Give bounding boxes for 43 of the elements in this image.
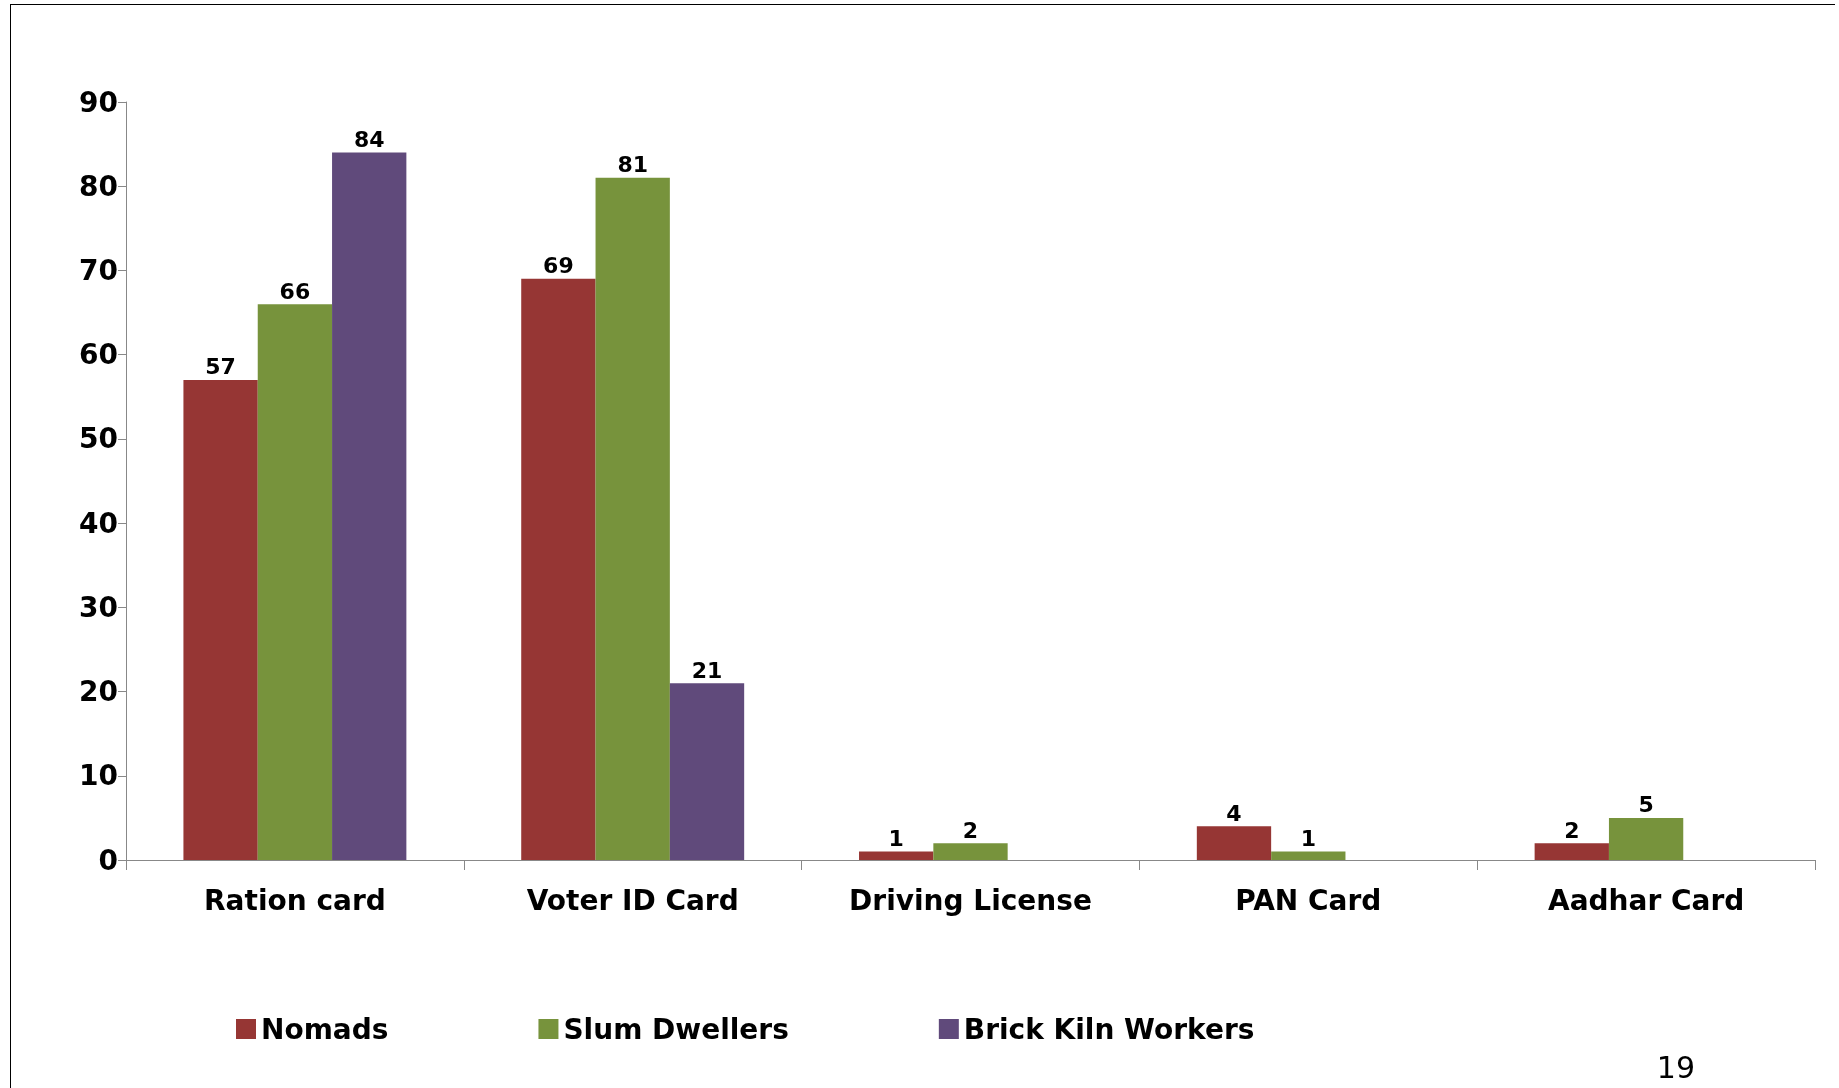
data-label: 2 (962, 817, 979, 843)
legend-label: Slum Dwellers (563, 1012, 789, 1046)
y-tick-label: 30 (79, 590, 118, 624)
bar (1534, 843, 1609, 860)
text: 19 (1656, 1049, 1696, 1085)
y-tick-label: 20 (79, 675, 118, 709)
legend-label: Nomads (261, 1012, 389, 1046)
y-tick-label: 60 (79, 338, 118, 372)
bar (1271, 851, 1346, 860)
bar (859, 851, 934, 860)
y-tick-label: 0 (98, 843, 118, 877)
y-tick-label: 70 (79, 253, 118, 287)
y-tick-label: 40 (79, 506, 118, 540)
bar (521, 278, 596, 860)
data-label: 4 (1226, 800, 1242, 826)
data-label: 69 (543, 253, 574, 279)
x-tick-label: Driving License (849, 883, 1092, 917)
y-tick-label: 10 (79, 759, 118, 793)
bar (1608, 817, 1684, 860)
data-label: 1 (1300, 826, 1316, 852)
x-tick-label: PAN Card (1235, 883, 1382, 917)
bar (257, 304, 333, 860)
data-label: 1 (888, 826, 904, 852)
data-label: 5 (1638, 792, 1654, 818)
bar (332, 152, 407, 860)
data-label: 2 (1564, 817, 1580, 843)
y-tick-label: 90 (79, 85, 118, 119)
x-tick-label: Ration card (204, 883, 386, 917)
bar (1196, 826, 1272, 860)
bar (669, 683, 745, 860)
y-tick-label: 50 (79, 422, 118, 456)
data-label: 81 (617, 152, 649, 178)
data-label: 84 (353, 127, 385, 153)
bar (933, 843, 1008, 860)
bar (183, 379, 258, 860)
x-tick-label: Aadhar Card (1547, 883, 1745, 917)
bar (595, 177, 670, 860)
data-label: 21 (691, 657, 723, 683)
y-tick-label: 80 (79, 169, 118, 203)
legend-label: Brick Kiln Workers (963, 1012, 1255, 1046)
data-label: 57 (205, 354, 236, 380)
x-tick-label: Voter ID Card (526, 883, 739, 917)
data-label: 66 (279, 278, 311, 304)
